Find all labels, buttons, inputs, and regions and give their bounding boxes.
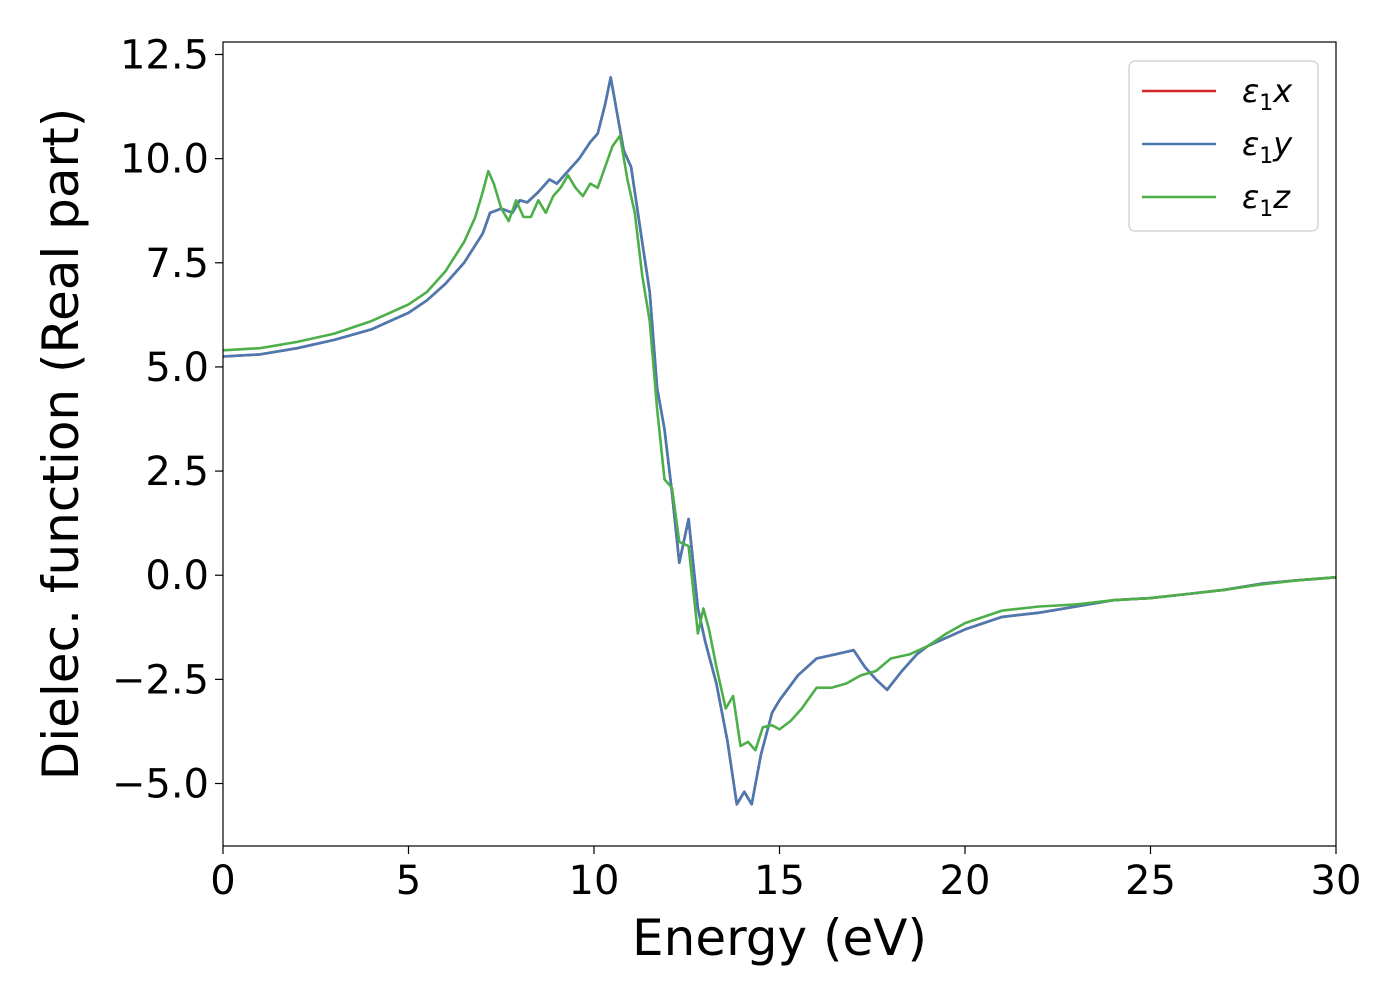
x-tick-label: 20 [940, 858, 991, 904]
legend-label: ε1z [1242, 178, 1291, 222]
y-tick-label: 7.5 [145, 241, 209, 287]
y-tick-label: −2.5 [112, 657, 209, 703]
plot-area [223, 76, 1336, 806]
y-tick-label: 12.5 [120, 32, 209, 78]
series-line-z [223, 134, 1336, 752]
legend-box [1128, 60, 1319, 232]
y-axis-title: Dielec. function (Real part) [32, 108, 90, 780]
legend: ε1x ε1y ε1z [1128, 60, 1319, 232]
x-tick-label: 5 [396, 858, 421, 904]
y-tick-label: 2.5 [145, 449, 209, 495]
y-tick-label: 10.0 [120, 137, 209, 183]
x-axis-ticks: 0 5 10 15 20 25 30 [210, 846, 1361, 904]
x-tick-label: 0 [210, 858, 235, 904]
series-line-y [223, 76, 1336, 806]
legend-label: ε1y [1242, 125, 1293, 169]
y-axis-ticks: −5.0 −2.5 0.0 2.5 5.0 7.5 10.0 12.5 [112, 32, 223, 808]
x-tick-label: 30 [1311, 858, 1362, 904]
x-tick-label: 10 [569, 858, 620, 904]
y-tick-label: 0.0 [145, 553, 209, 599]
x-axis-title: Energy (eV) [632, 909, 927, 967]
y-tick-label: 5.0 [145, 345, 209, 391]
x-tick-label: 15 [754, 858, 805, 904]
legend-label: ε1x [1242, 72, 1293, 116]
x-tick-label: 25 [1125, 858, 1176, 904]
y-tick-label: −5.0 [112, 762, 209, 808]
